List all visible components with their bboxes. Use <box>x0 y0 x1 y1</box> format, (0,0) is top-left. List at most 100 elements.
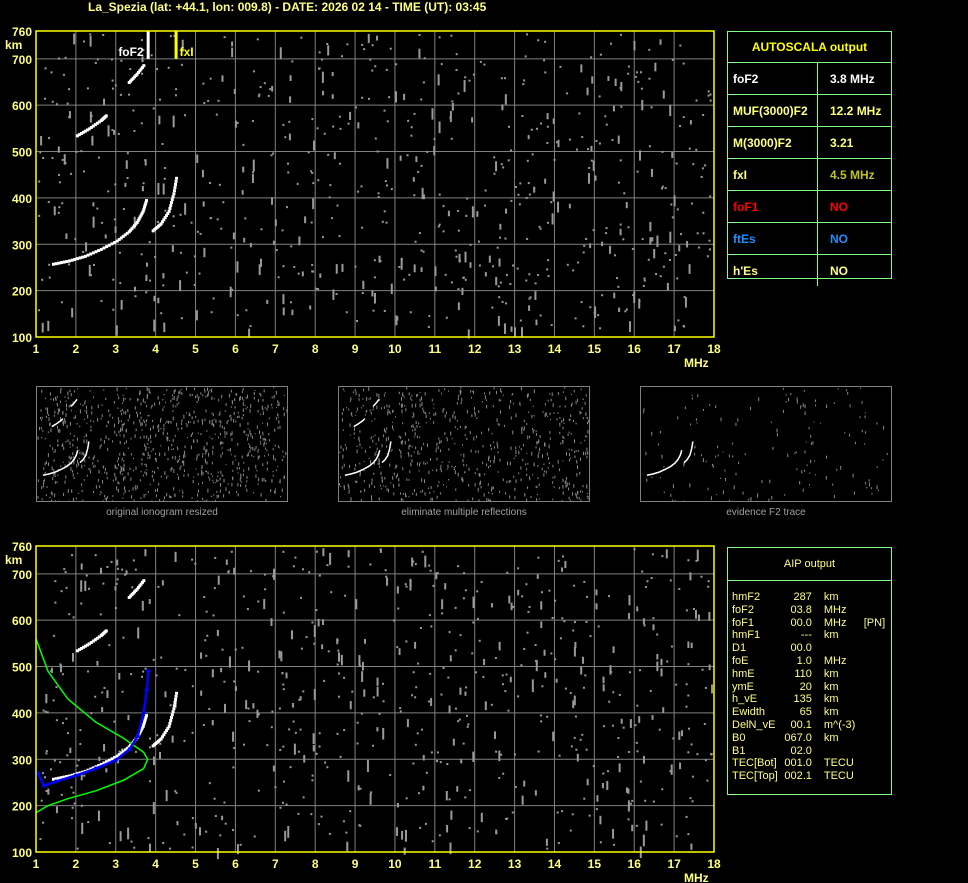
thumbnail-noise <box>545 413 547 416</box>
thumbnail-noise <box>118 396 120 400</box>
noise-echo <box>125 160 128 169</box>
thumbnail-noise <box>234 406 236 409</box>
thumbnail-noise <box>81 489 83 493</box>
noise-echo <box>521 795 524 805</box>
noise-echo <box>561 567 564 572</box>
thumbnail-noise <box>257 456 259 460</box>
thumbnail-noise <box>78 449 80 451</box>
thumbnail-noise <box>577 398 579 402</box>
noise-echo <box>241 646 244 649</box>
noise-echo <box>518 203 521 206</box>
trace-point <box>107 758 111 762</box>
thumbnail-noise <box>568 448 570 451</box>
thumbnail-noise <box>571 402 573 406</box>
thumbnail-noise <box>196 457 198 461</box>
noise-echo <box>80 804 83 807</box>
noise-echo <box>661 150 664 153</box>
thumbnail-noise <box>166 476 168 479</box>
thumbnail-noise <box>44 471 46 474</box>
thumbnail-noise <box>422 407 424 411</box>
thumbnail-noise <box>181 422 183 425</box>
thumbnail-noise <box>86 474 88 477</box>
thumbnail-noise <box>541 454 543 458</box>
thumbnail-eliminate-multiple <box>338 386 590 502</box>
noise-echo <box>163 322 166 325</box>
thumbnail-noise <box>575 494 577 498</box>
thumbnail-noise <box>691 394 693 396</box>
thumbnail-noise <box>202 453 204 455</box>
thumbnail-noise <box>193 410 195 414</box>
noise-echo <box>620 718 623 724</box>
noise-echo <box>643 279 646 282</box>
thumbnail-noise <box>267 404 269 409</box>
noise-echo <box>504 94 507 105</box>
thumbnail-noise <box>69 456 71 461</box>
thumbnail-noise <box>719 477 721 479</box>
thumbnail-noise <box>263 389 265 393</box>
thumbnail-noise <box>808 427 810 430</box>
thumbnail-noise <box>355 414 357 416</box>
noise-echo <box>338 652 341 662</box>
thumbnail-noise <box>560 442 562 445</box>
thumbnail-noise <box>240 484 242 487</box>
thumbnail-noise <box>198 482 200 485</box>
thumbnail-noise <box>190 433 192 437</box>
thumbnail-noise <box>515 454 517 457</box>
thumbnail-noise <box>524 492 526 497</box>
thumbnail-noise <box>359 443 361 447</box>
thumbnail-noise <box>250 446 252 450</box>
thumbnail-noise <box>172 394 174 397</box>
thumbnail-noise <box>415 420 417 425</box>
thumbnail-noise <box>202 497 204 501</box>
noise-echo <box>184 668 187 671</box>
noise-echo <box>510 602 513 611</box>
noise-echo <box>165 789 168 802</box>
thumbnail-noise <box>67 439 69 442</box>
thumbnail-noise <box>804 404 806 409</box>
ionogram-bottom-plot: 1 2 3 4 5 6 7 8 9 10 11 12 13 14 15 16 17 181002003004005… <box>5 540 721 883</box>
noise-echo <box>116 578 119 581</box>
thumbnail-noise <box>255 464 257 469</box>
thumbnail-noise <box>183 414 185 419</box>
thumbnail-noise <box>585 451 587 456</box>
noise-echo <box>282 745 285 748</box>
thumbnail-noise <box>844 432 846 434</box>
thumbnail-noise <box>503 424 505 427</box>
noise-echo <box>282 780 285 783</box>
thumbnail-noise <box>690 423 692 426</box>
thumbnail-noise <box>412 426 414 428</box>
noise-echo <box>92 202 95 207</box>
thumbnail-noise <box>670 493 672 497</box>
thumbnail-noise <box>124 398 126 400</box>
noise-echo <box>42 821 45 824</box>
thumbnail-noise <box>272 474 274 477</box>
noise-echo <box>516 267 519 270</box>
noise-echo <box>272 765 275 772</box>
thumbnail-noise <box>155 433 157 438</box>
thumbnail-noise <box>417 452 419 455</box>
noise-echo <box>312 140 315 151</box>
noise-echo <box>662 707 665 714</box>
thumbnail-noise <box>246 476 248 479</box>
noise-echo <box>302 690 305 693</box>
noise-echo <box>208 782 211 785</box>
thumbnail-noise <box>174 389 176 392</box>
thumbnail-noise <box>125 411 127 415</box>
noise-echo <box>502 772 505 775</box>
noise-echo <box>250 570 253 573</box>
noise-echo <box>154 255 157 258</box>
aip-cell <box>864 770 891 783</box>
noise-echo <box>424 555 427 568</box>
noise-echo <box>454 649 457 652</box>
noise-echo <box>87 587 90 590</box>
thumbnail-noise <box>134 434 136 438</box>
thumbnail-noise <box>105 397 107 401</box>
thumbnail-noise <box>168 420 170 424</box>
thumbnail-noise <box>76 463 78 468</box>
noise-echo <box>203 247 206 258</box>
noise-echo <box>349 810 352 813</box>
thumbnail-noise <box>281 488 283 493</box>
thumbnail-noise <box>527 393 529 397</box>
noise-echo <box>252 159 255 172</box>
noise-echo <box>419 826 422 829</box>
